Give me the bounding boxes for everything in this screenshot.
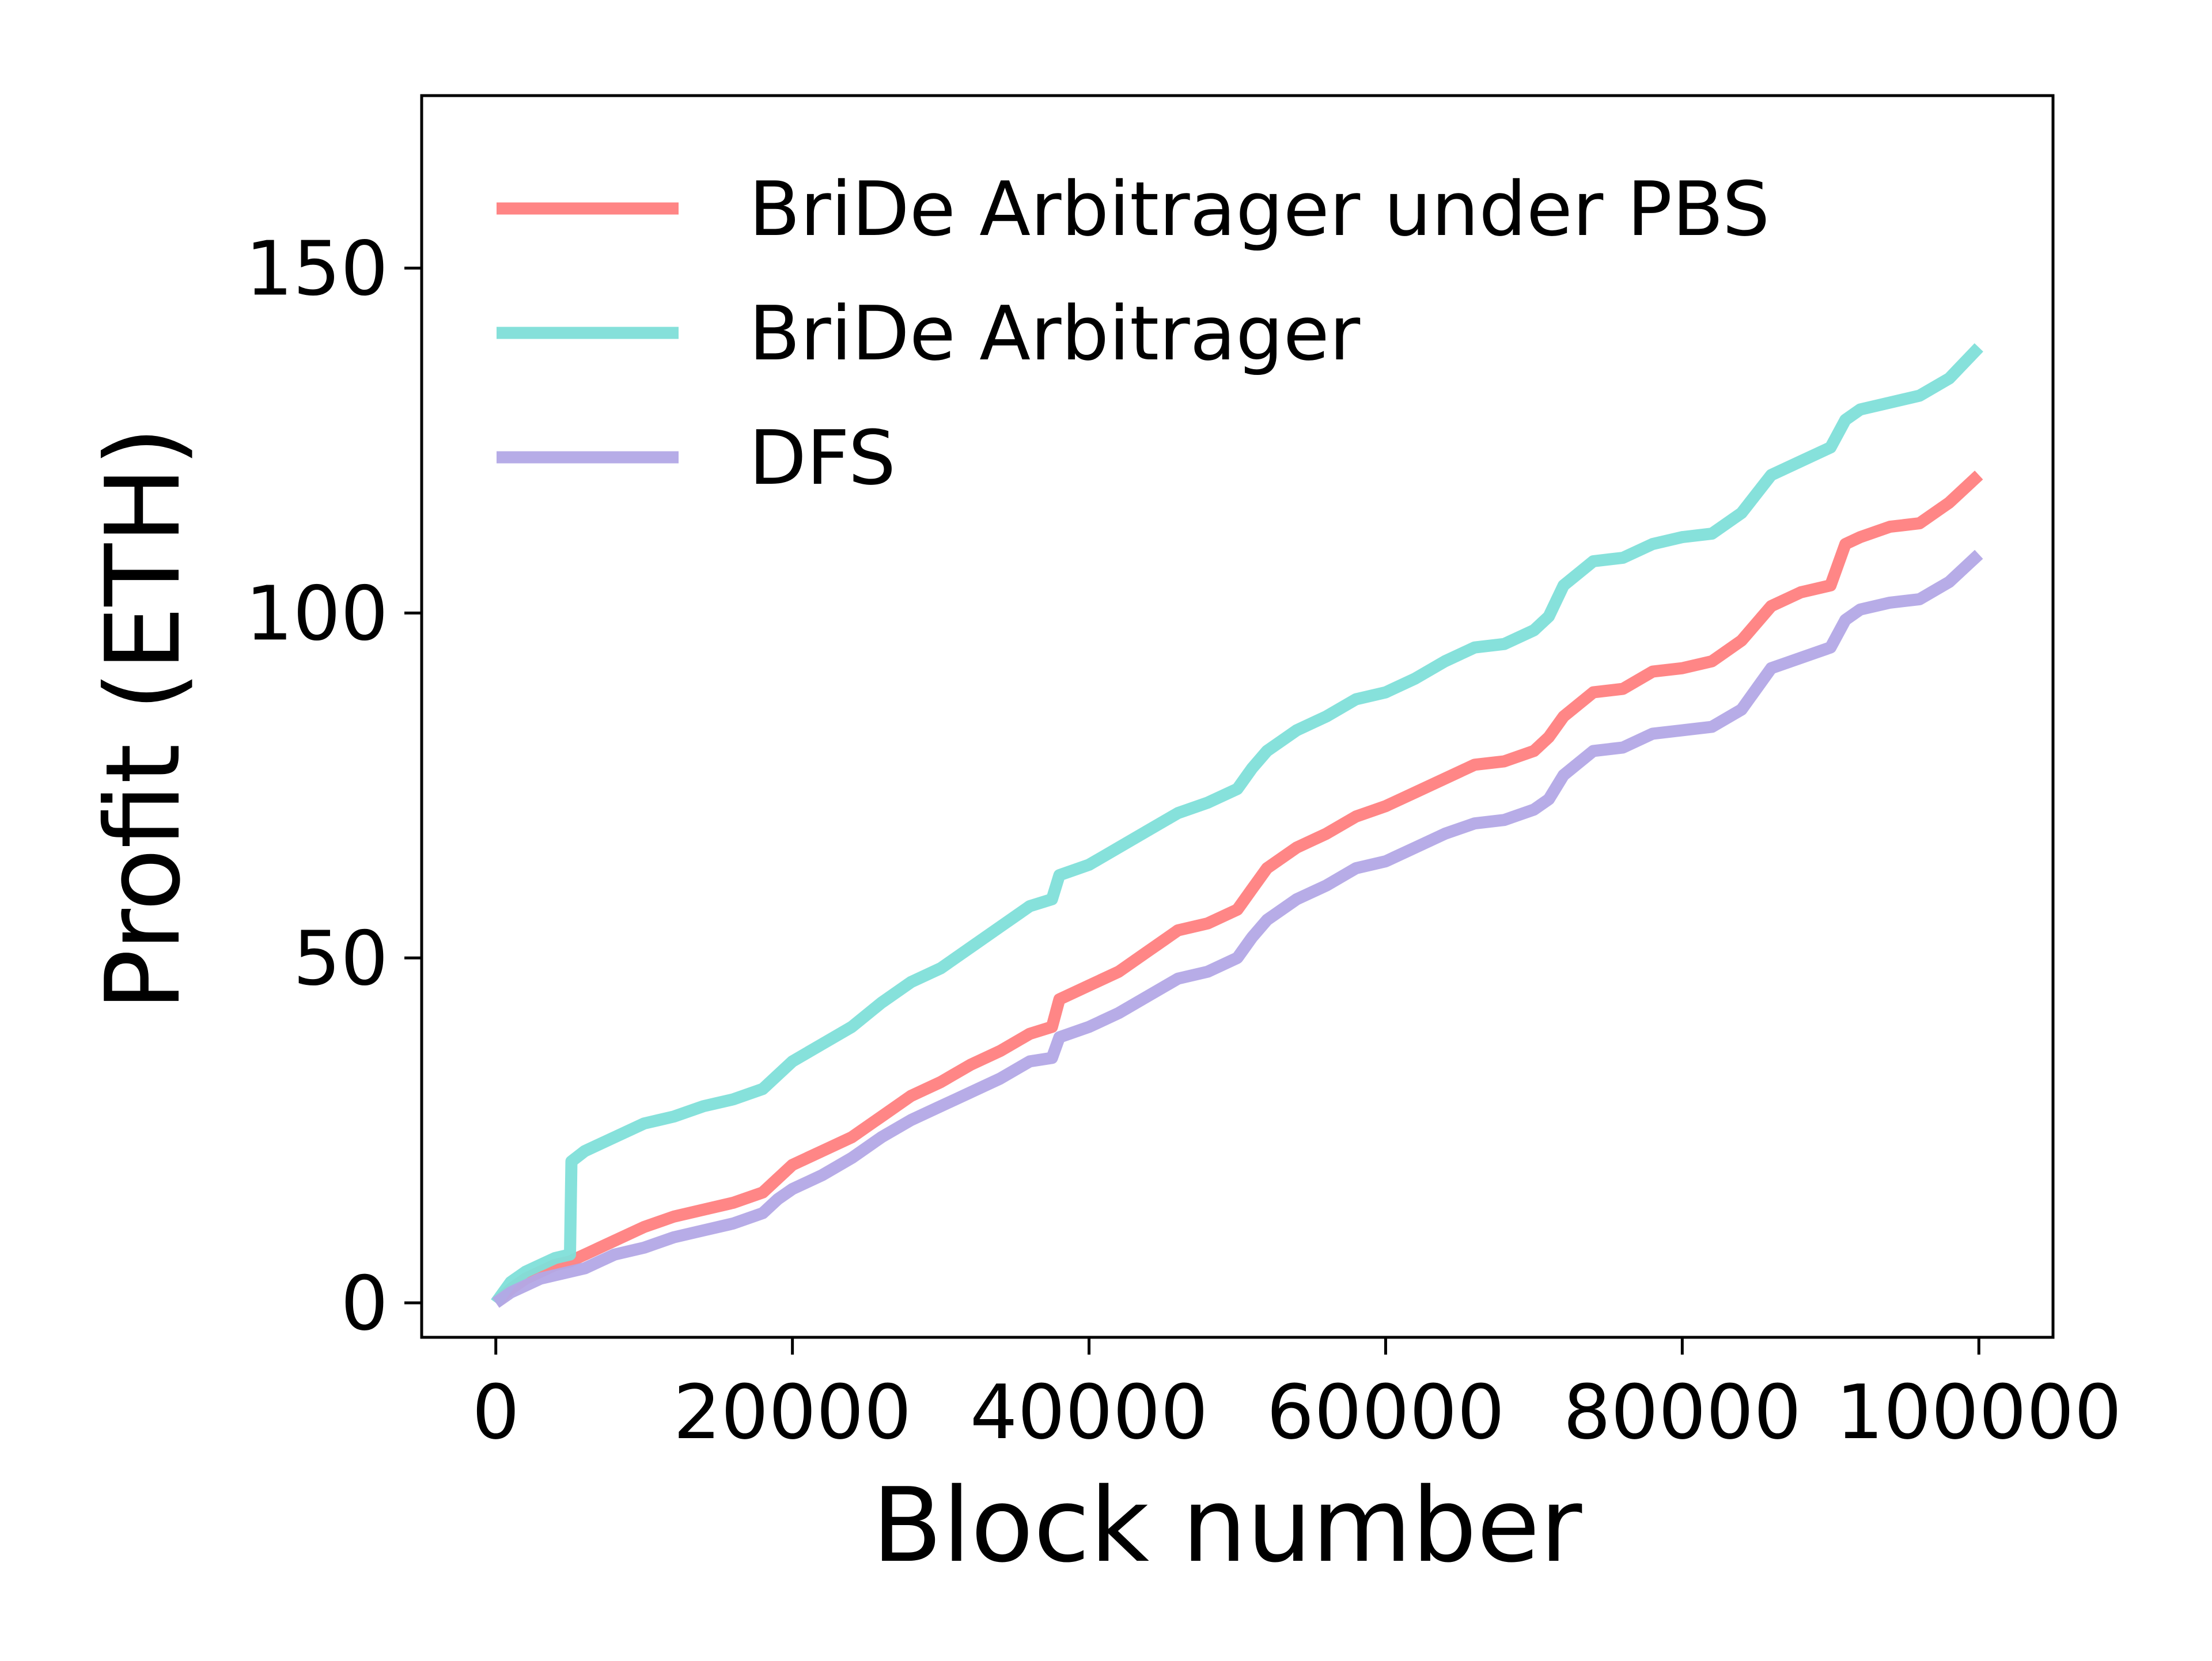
y-tick-label: 0	[340, 1260, 388, 1347]
series-line-2	[492, 549, 1983, 1308]
x-tick-label: 20000	[673, 1368, 912, 1456]
legend-label-1: BriDe Arbitrager	[749, 290, 1361, 377]
axes-frame	[420, 94, 2055, 1339]
y-tick-label: 100	[245, 570, 388, 657]
ticks: 0 20000 40000 60000 80000 100000 0 50 100 150	[245, 225, 2122, 1456]
x-tick-label: 0	[472, 1368, 520, 1456]
series-line-1	[491, 343, 1983, 1307]
y-tick-label: 50	[293, 915, 388, 1002]
y-tick-label: 150	[245, 225, 388, 312]
legend: BriDe Arbitrager under PBS BriDe Arbitrag…	[497, 165, 1770, 502]
x-axis-title: Block number	[872, 1466, 1583, 1585]
y-axis-title: Profit (ETH)	[84, 427, 203, 1011]
x-tick-label: 100000	[1836, 1368, 2122, 1456]
series-line-0	[491, 471, 1983, 1307]
x-tick-label: 60000	[1267, 1368, 1505, 1456]
legend-label-2: DFS	[749, 414, 896, 502]
plot-frame	[420, 94, 2055, 1339]
legend-label-0: BriDe Arbitrager under PBS	[749, 165, 1770, 253]
x-tick-label: 80000	[1563, 1368, 1802, 1456]
series-layer	[491, 343, 1983, 1308]
x-tick-label: 40000	[970, 1368, 1209, 1456]
